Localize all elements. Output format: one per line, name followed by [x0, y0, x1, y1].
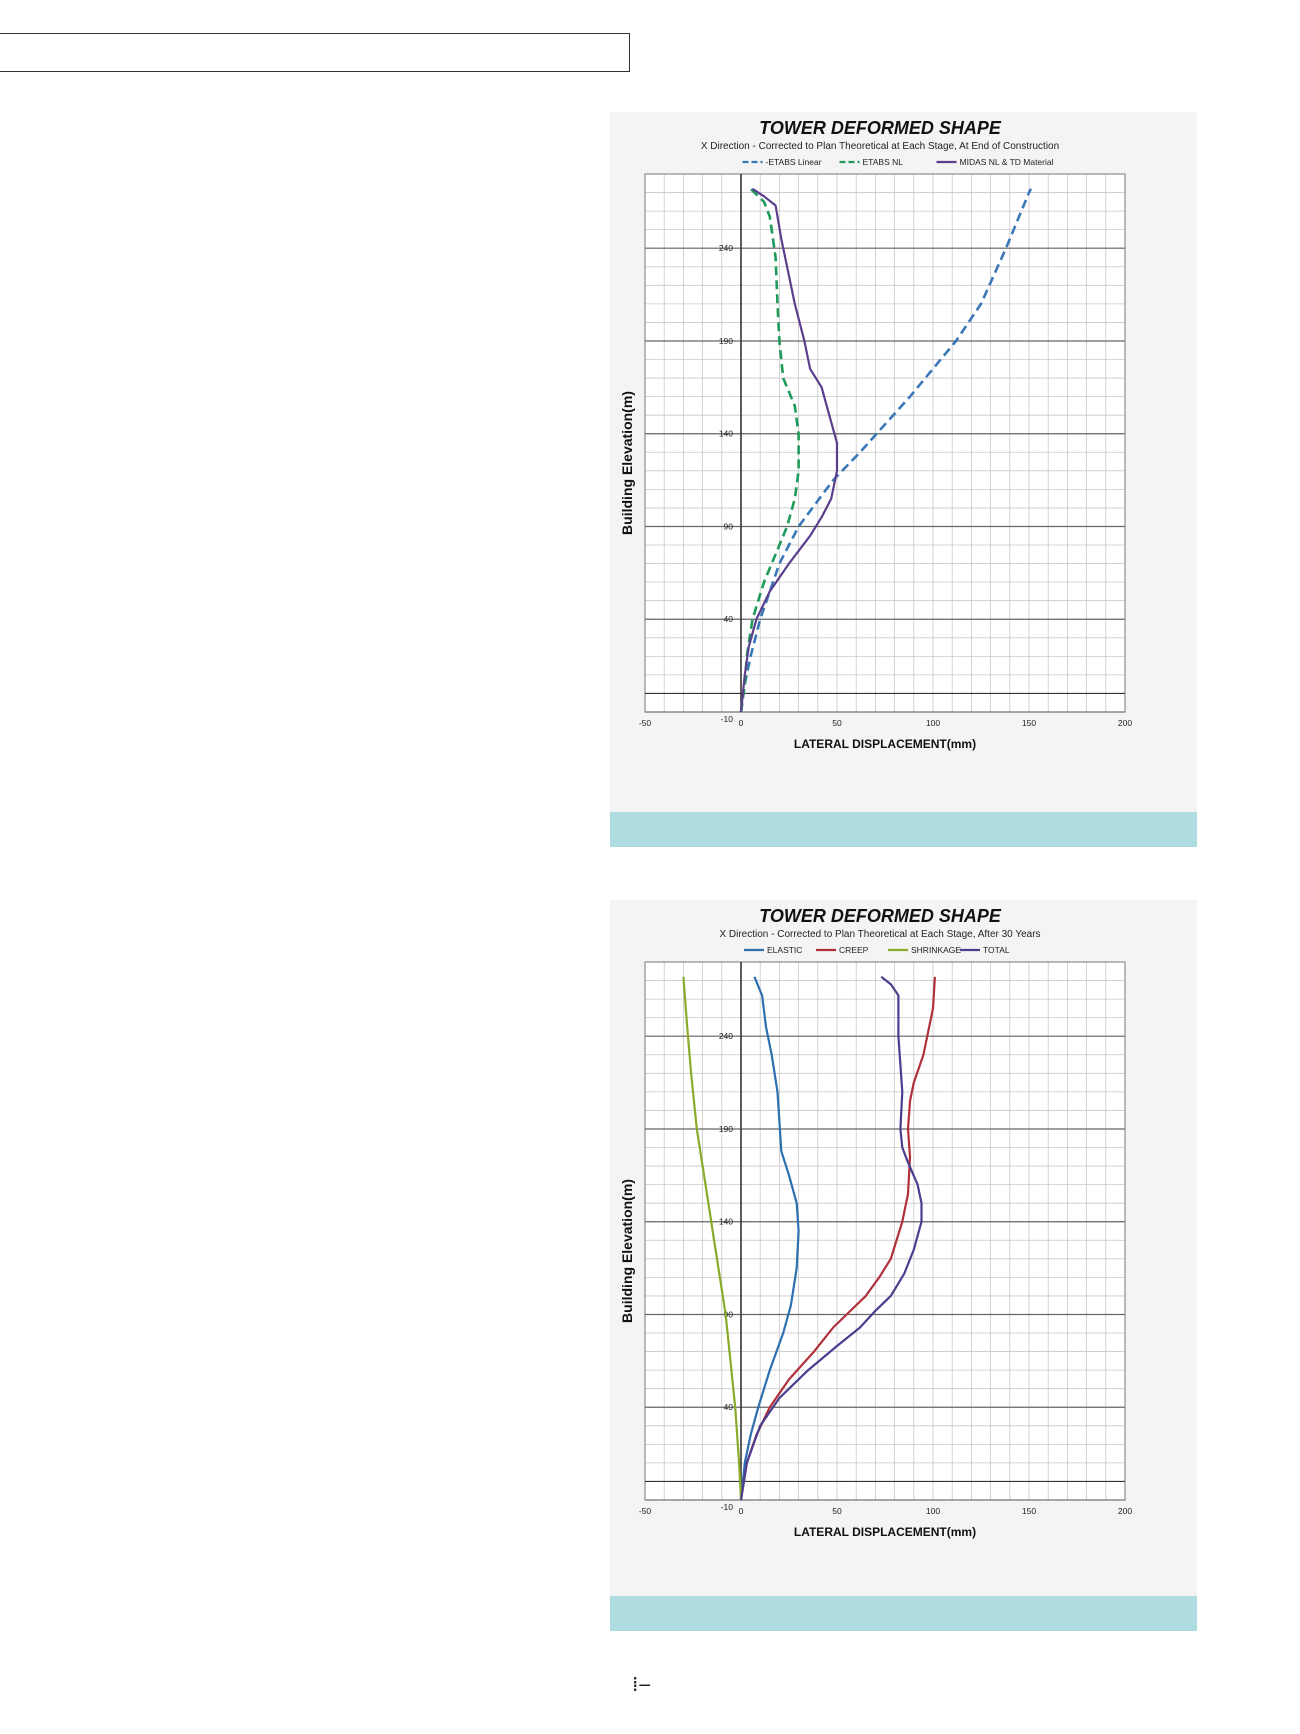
c0-x-tick-label: 100 [926, 718, 940, 728]
c1-series-line-3 [682, 976, 743, 1501]
c0-series-line-3 [739, 187, 839, 713]
c0-series-line-1 [739, 188, 1033, 713]
c1-y-tick-label: 140 [719, 1217, 733, 1227]
c0-legend: -ETABS Linear ETABS NL MIDAS NL & TD Mater… [742, 157, 1054, 167]
c1-chart-title: TOWER DEFORMED SHAPE [759, 906, 1002, 926]
c0-y-tick-label: 240 [719, 243, 733, 253]
c1-y-tick-label: 240 [719, 1031, 733, 1041]
c1-legend: ELASTIC CREEP SHRINKAGE TOTAL [744, 945, 1010, 955]
c0-y-tick-label: 90 [724, 521, 734, 531]
chart-panel-after-30-years: -50 0 50 100 150 200 -10 40 90 140 190 240 LATERAL D… [610, 900, 1197, 1600]
c0-x-tick-label: -50 [639, 718, 652, 728]
c1-x-tick-label: 150 [1022, 1506, 1036, 1516]
header-text-box [0, 33, 630, 72]
c1-y-tick-label: 40 [724, 1402, 734, 1412]
c1-plot-frame [644, 961, 1126, 1501]
c1-chart-subtitle: X Direction - Corrected to Plan Theoreti… [719, 929, 1040, 940]
c0-plot-frame [644, 173, 1126, 713]
c0-y-tick-label: 140 [719, 429, 733, 439]
c1-x-tick-label: 0 [739, 1506, 744, 1516]
c1-legend-label: ELASTIC [767, 945, 802, 955]
c1-grid [644, 961, 1126, 1501]
chart-panel-end-of-construction: -50 0 50 100 150 200 -10 40 90 140 190 240 LATERAL D… [610, 112, 1197, 812]
c0-y-tick-label: 40 [724, 614, 734, 624]
c0-legend-label: -ETABS Linear [766, 157, 822, 167]
c1-series-line-2 [739, 976, 936, 1501]
c0-y-tick-label: 190 [719, 336, 733, 346]
chart-svg-after-30-years: -50 0 50 100 150 200 -10 40 90 140 190 240 LATERAL D… [619, 906, 1132, 1539]
c1-legend-label: TOTAL [983, 945, 1010, 955]
caption-bar-2 [610, 1596, 1197, 1631]
c1-plot-area [645, 962, 1125, 1500]
c1-legend-label: SHRINKAGE [911, 945, 961, 955]
c1-x-tick-label: 200 [1118, 1506, 1132, 1516]
c1-y-tick-label: 190 [719, 1124, 733, 1134]
c0-x-tick-label: 200 [1118, 718, 1132, 728]
footer-page-mark: ⁞‒ [632, 1672, 652, 1696]
c0-y-tick-label: -10 [721, 714, 734, 724]
c0-x-tick-label: 0 [739, 718, 744, 728]
c1-series-line-1 [739, 976, 800, 1501]
c0-plot-area [645, 174, 1125, 712]
c0-x-tick-label: 150 [1022, 718, 1036, 728]
c0-x-axis-title: LATERAL DISPLACEMENT(mm) [794, 737, 976, 751]
c0-x-tick-label: 50 [832, 718, 842, 728]
c1-x-tick-label: -50 [639, 1506, 652, 1516]
chart-svg-end-of-construction: -50 0 50 100 150 200 -10 40 90 140 190 240 LATERAL D… [619, 118, 1132, 751]
c0-chart-title: TOWER DEFORMED SHAPE [759, 118, 1002, 138]
c1-y-tick-label: -10 [721, 1502, 734, 1512]
c0-y-axis-title: Building Elevation(m) [619, 391, 635, 535]
c1-y-axis-title: Building Elevation(m) [619, 1179, 635, 1323]
caption-bar-1 [610, 812, 1197, 847]
c0-legend-label: ETABS NL [863, 157, 904, 167]
c0-chart-subtitle: X Direction - Corrected to Plan Theoreti… [701, 141, 1059, 152]
c1-x-tick-label: 50 [832, 1506, 842, 1516]
c1-legend-label: CREEP [839, 945, 869, 955]
c0-legend-label: MIDAS NL & TD Material [960, 157, 1054, 167]
c1-x-tick-label: 100 [926, 1506, 940, 1516]
c1-y-tick-label: 90 [724, 1309, 734, 1319]
c1-x-axis-title: LATERAL DISPLACEMENT(mm) [794, 1525, 976, 1539]
c0-series-line-2 [739, 187, 800, 713]
c1-series-line-4 [739, 975, 923, 1501]
